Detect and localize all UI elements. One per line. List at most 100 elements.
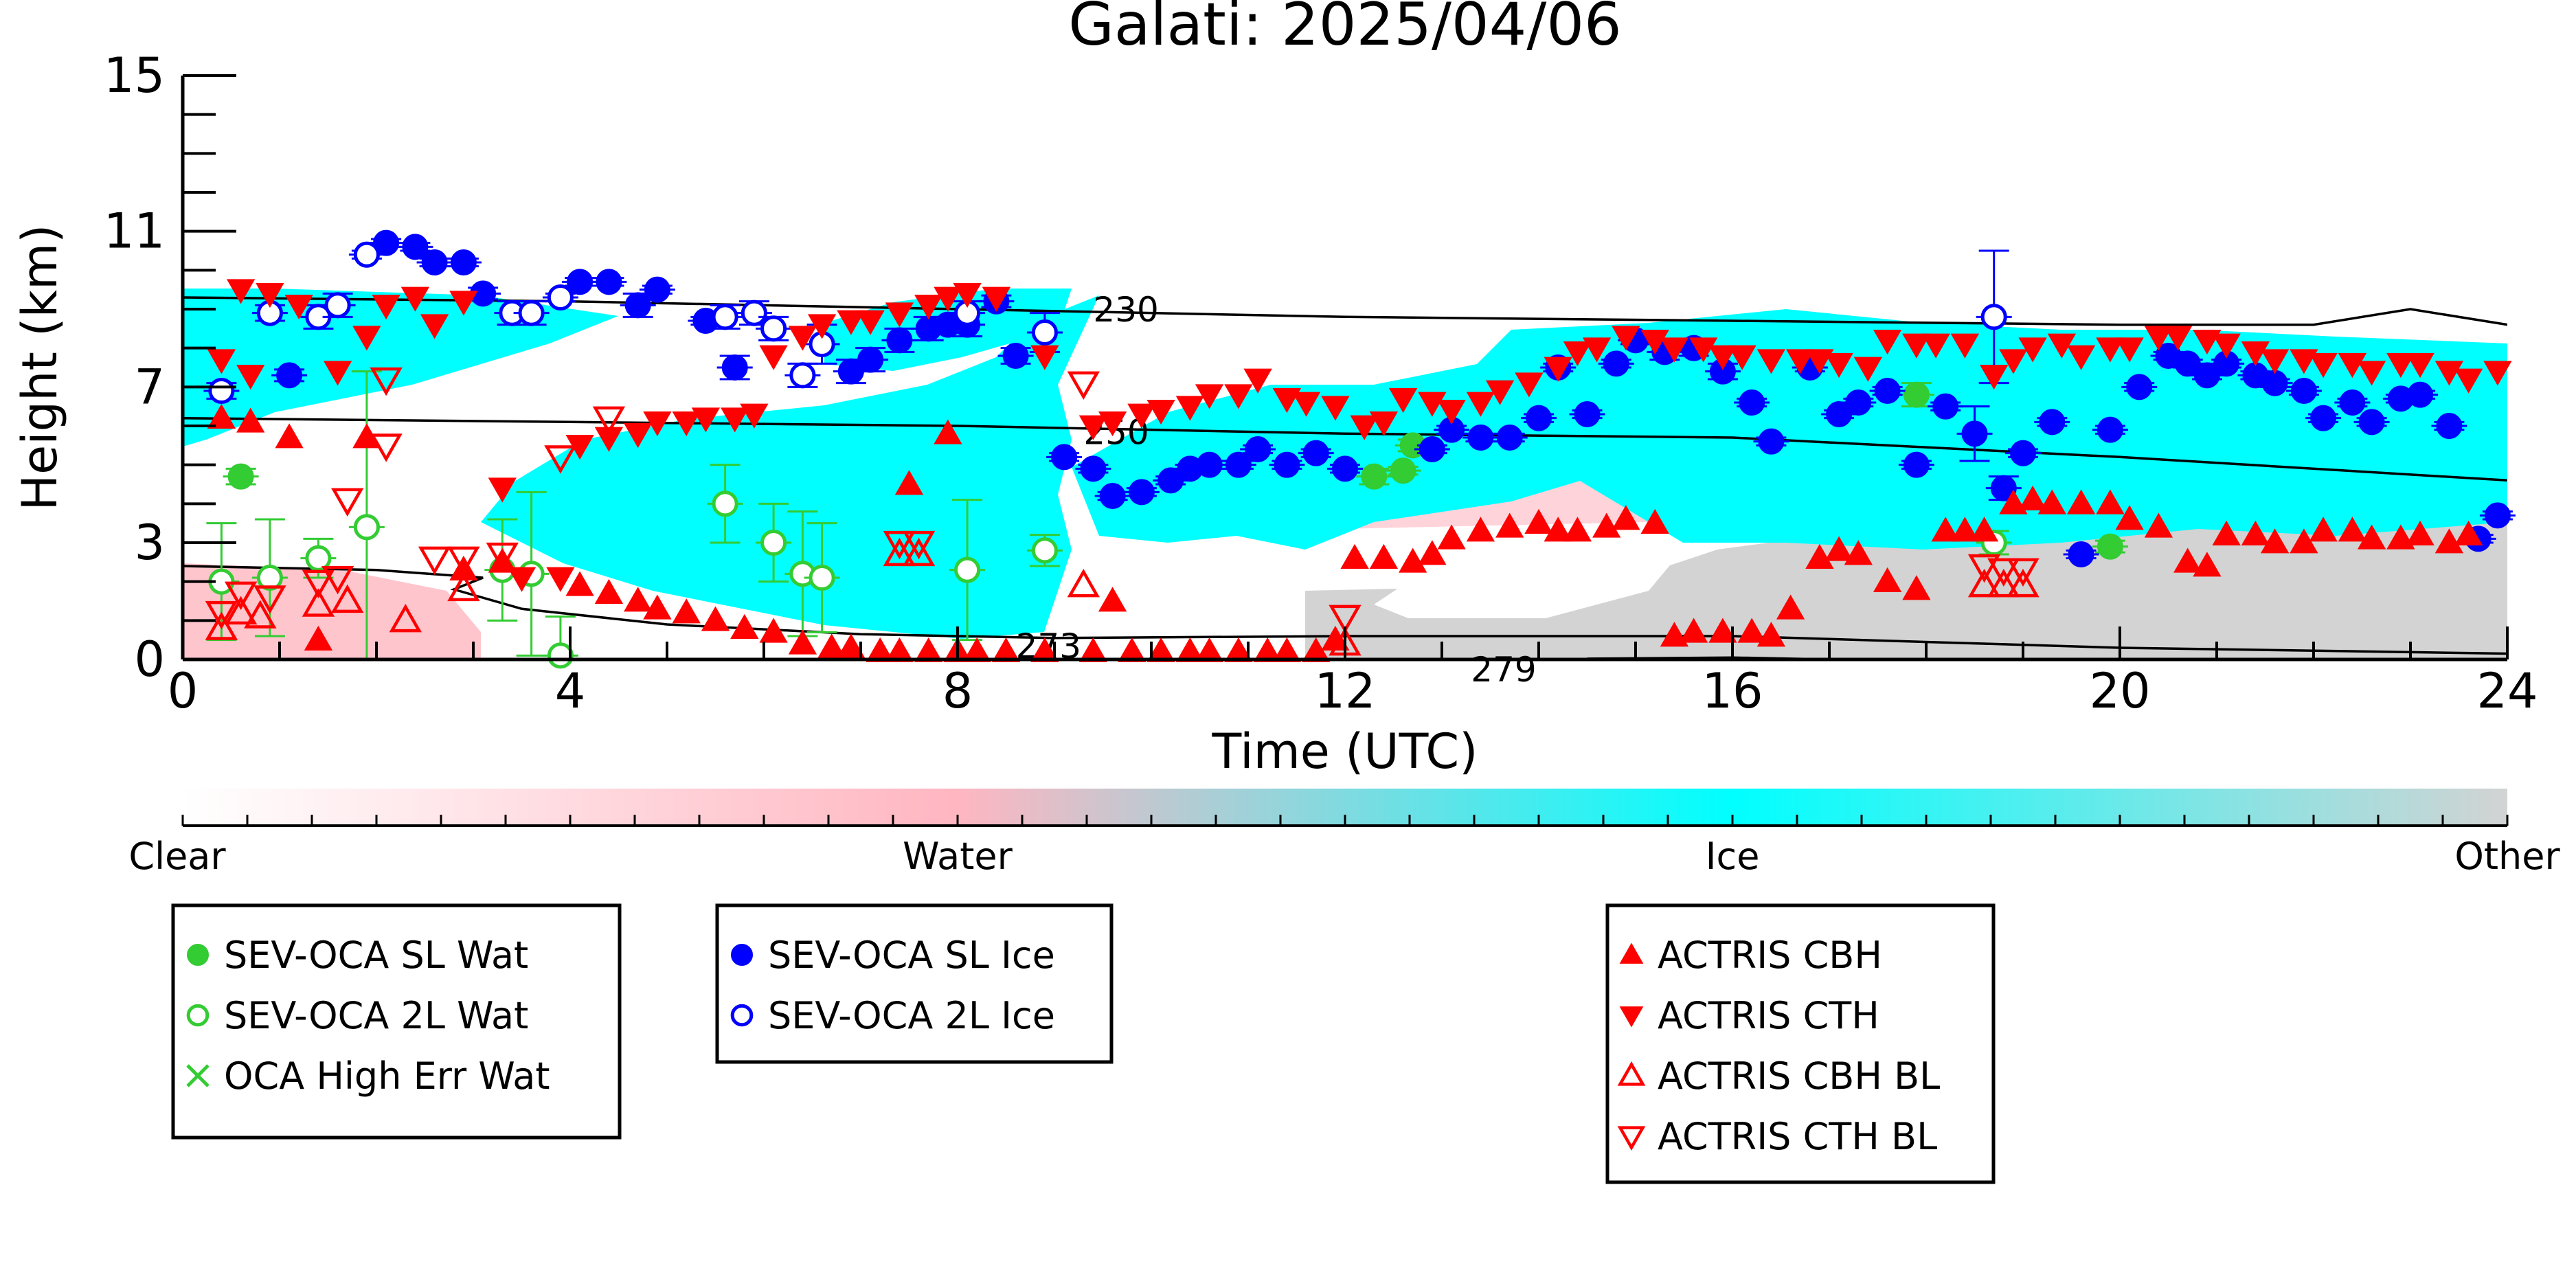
data-point: [857, 346, 884, 373]
data-point: [1078, 415, 1108, 440]
series-sev-oca-sl-ice: [271, 229, 2516, 567]
data-point: [1195, 637, 1224, 663]
data-point: [353, 241, 380, 268]
data-point: [420, 314, 449, 339]
data-point: [275, 423, 304, 449]
data-point: [624, 292, 651, 319]
data-point: [389, 603, 422, 633]
data-point: [1146, 637, 1175, 663]
data-point: [1708, 345, 1737, 370]
data-point: [507, 567, 536, 592]
clear-gap: [1374, 529, 1683, 618]
legend-marker: [1619, 1006, 1644, 1028]
x-tick-label: 0: [168, 663, 199, 719]
y-tick-label: 7: [134, 359, 165, 415]
data-point: [1603, 350, 1629, 377]
data-point: [701, 606, 730, 631]
data-point: [302, 588, 335, 617]
data-point: [721, 354, 748, 381]
data-point: [2174, 350, 2201, 377]
data-point: [1067, 371, 1100, 400]
data-point: [1805, 543, 1834, 569]
data-point: [1728, 345, 1756, 370]
data-point: [866, 637, 894, 663]
data-point: [256, 282, 284, 308]
data-point: [1950, 333, 1980, 359]
data-point: [1350, 415, 1379, 440]
data-point: [1369, 543, 1399, 569]
data-point: [760, 315, 787, 342]
data-point: [2193, 362, 2220, 389]
data-point: [2357, 524, 2386, 550]
data-point: [1689, 337, 1718, 363]
data-point: [1361, 463, 1388, 490]
x-tick-label: 24: [2476, 663, 2538, 719]
data-point: [953, 282, 982, 308]
x-tick-label: 4: [555, 663, 586, 719]
data-point: [1824, 352, 1853, 379]
data-point: [207, 349, 236, 374]
data-point: [1980, 364, 2009, 390]
data-point: [2144, 326, 2173, 351]
data-point: [809, 564, 835, 591]
data-point: [1902, 575, 1931, 600]
data-point: [1544, 357, 1572, 382]
legend-marker: [1619, 942, 1644, 964]
legend-water: SEV-OCA SL Wat SEV-OCA 2L Wat OCA High Err…: [171, 903, 622, 1140]
data-point: [370, 367, 403, 396]
data-point: [1080, 455, 1107, 482]
colorbar-label-water: Water: [903, 835, 1013, 878]
data-point: [1253, 637, 1282, 663]
data-point: [883, 530, 916, 560]
data-point: [2241, 520, 2270, 546]
data-point: [276, 362, 303, 389]
data-point: [1756, 349, 1786, 374]
data-point: [1826, 401, 1853, 427]
data-point: [1708, 618, 1737, 643]
data-point: [914, 637, 943, 663]
data-point: [400, 286, 430, 312]
series-actris-cth-bl: [205, 367, 2040, 634]
data-point: [373, 229, 400, 256]
data-point: [1437, 399, 1466, 425]
legend-box-actris: [1605, 903, 1996, 1184]
colorbar-label-ice: Ice: [1706, 835, 1760, 878]
data-point: [370, 433, 403, 462]
data-point: [712, 304, 738, 330]
data-point: [1786, 349, 1815, 374]
data-point: [788, 326, 817, 351]
data-point: [1824, 536, 1853, 561]
data-point: [2068, 541, 2094, 567]
data-point: [2454, 520, 2483, 546]
data-point: [205, 611, 238, 640]
data-point: [304, 625, 333, 651]
data-point: [1390, 457, 1416, 484]
data-point: [224, 581, 258, 611]
data-point: [1175, 396, 1205, 421]
data-point: [807, 314, 837, 339]
data-point: [236, 407, 265, 433]
data-point: [592, 406, 626, 436]
data-point: [1291, 392, 1321, 417]
data-point: [885, 637, 914, 663]
data-point: [2309, 352, 2338, 379]
data-point: [759, 345, 788, 370]
data-point: [1844, 540, 1873, 565]
data-point: [1146, 399, 1175, 425]
data-point: [934, 419, 962, 444]
data-point: [982, 286, 1011, 312]
data-point: [2018, 485, 2047, 511]
data-point: [1031, 537, 1058, 564]
x-tick-label: 8: [942, 663, 973, 719]
legend-marker: [731, 944, 753, 966]
data-point: [2434, 361, 2464, 386]
series-actris-cth: [207, 279, 2512, 592]
data-point: [1950, 517, 1980, 542]
data-point: [2338, 352, 2367, 379]
data-point: [2115, 505, 2144, 530]
y-axis-label: Height (km): [12, 225, 68, 511]
data-point: [1526, 405, 1552, 431]
x-tick-label: 20: [2089, 663, 2150, 719]
isotherm-230: [183, 296, 2507, 326]
data-point: [1127, 403, 1156, 429]
